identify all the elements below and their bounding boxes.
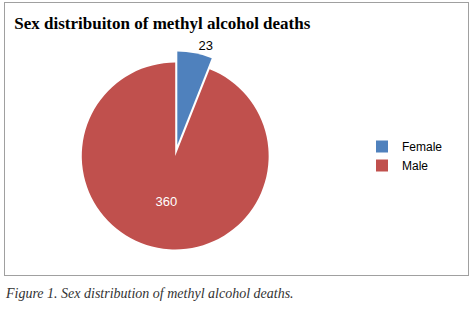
- svg-text:360: 360: [156, 194, 178, 209]
- svg-text:23: 23: [199, 38, 213, 53]
- svg-text:Female: Female: [402, 140, 442, 154]
- svg-text:Male: Male: [402, 159, 428, 173]
- html-text:Figure 1. Sex distribution of: Figure 1. Sex distribution of methyl alc…: [6, 286, 294, 301]
- svg-text:Sex distribuiton of methyl alc: Sex distribuiton of methyl alcohol death…: [14, 14, 310, 33]
